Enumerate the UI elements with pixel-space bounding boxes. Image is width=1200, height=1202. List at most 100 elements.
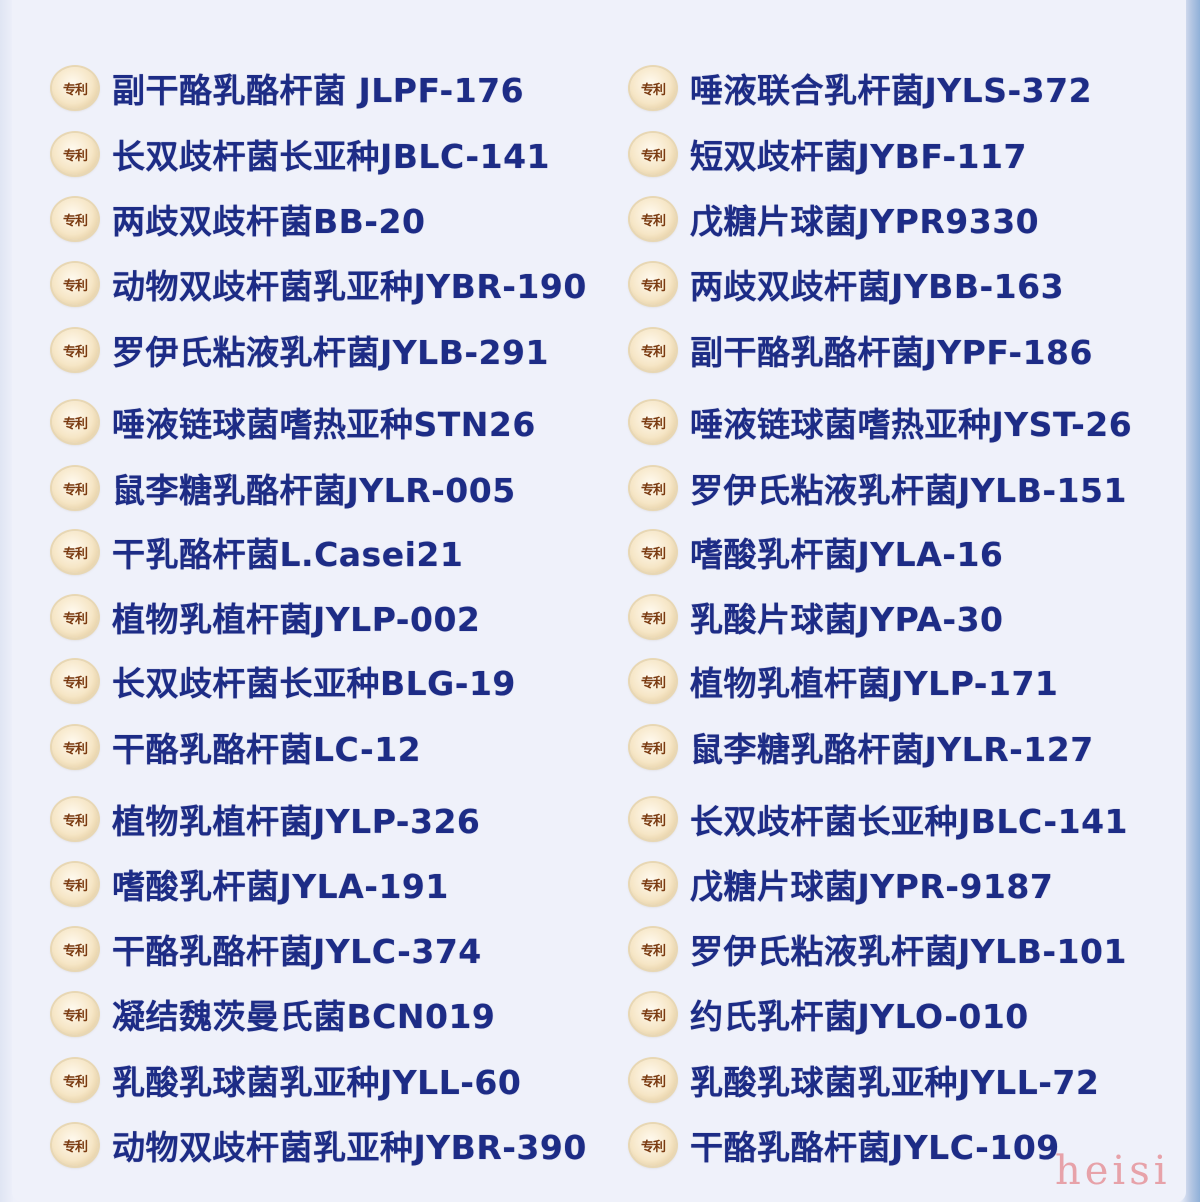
strain-name: 干酪乳酪杆菌JYLC-109 xyxy=(690,1128,1060,1167)
patent-badge-icon: 专利 xyxy=(628,131,678,177)
strain-name: 两歧双歧杆菌JYBB-163 xyxy=(690,267,1065,306)
right-strain-item: 专利 唾液链球菌嗜热亚种JYST-26 xyxy=(628,397,1132,447)
patent-badge-icon: 专利 xyxy=(628,861,678,907)
patent-badge-icon: 专利 xyxy=(50,1122,100,1168)
patent-badge-icon: 专利 xyxy=(50,658,100,704)
left-strain-item: 专利 干酪乳酪杆菌JYLC-374 xyxy=(50,924,482,974)
patent-badge-text: 专利 xyxy=(640,813,666,829)
strain-name: 植物乳植杆菌JYLP-002 xyxy=(112,600,481,639)
patent-badge-text: 专利 xyxy=(62,278,88,294)
strain-name: 戊糖片球菌JYPR-9187 xyxy=(690,867,1054,906)
patent-badge-icon: 专利 xyxy=(50,65,100,111)
patent-badge-text: 专利 xyxy=(640,611,666,627)
right-strain-item: 专利 鼠李糖乳酪杆菌JYLR-127 xyxy=(628,722,1094,772)
left-strain-item: 专利 植物乳植杆菌JYLP-326 xyxy=(50,794,480,844)
left-strain-item: 专利 植物乳植杆菌JYLP-002 xyxy=(50,592,480,642)
patent-badge-text: 专利 xyxy=(640,482,666,498)
patent-badge-text: 专利 xyxy=(640,878,666,894)
patent-badge-icon: 专利 xyxy=(50,594,100,640)
patent-badge-text: 专利 xyxy=(640,82,666,98)
patent-badge-text: 专利 xyxy=(640,344,666,360)
patent-badge-icon: 专利 xyxy=(628,327,678,373)
patent-badge-text: 专利 xyxy=(62,148,88,164)
left-strain-item: 专利 乳酸乳球菌乳亚种JYLL-60 xyxy=(50,1055,521,1105)
left-strain-item: 专利 干乳酪杆菌L.Casei21 xyxy=(50,527,463,577)
strain-name: 长双歧杆菌长亚种JBLC-141 xyxy=(112,137,551,176)
right-strain-item: 专利 嗜酸乳杆菌JYLA-16 xyxy=(628,527,1003,577)
strain-name: 干酪乳酪杆菌JYLC-374 xyxy=(112,932,482,971)
patent-badge-icon: 专利 xyxy=(628,465,678,511)
right-strain-item: 专利 长双歧杆菌长亚种JBLC-141 xyxy=(628,794,1128,844)
strain-name: 长双歧杆菌长亚种BLG-19 xyxy=(112,664,516,703)
patent-badge-text: 专利 xyxy=(62,482,88,498)
patent-badge-icon: 专利 xyxy=(628,196,678,242)
left-strain-item: 专利 罗伊氏粘液乳杆菌JYLB-291 xyxy=(50,325,549,375)
patent-badge-text: 专利 xyxy=(640,213,666,229)
strain-name: 植物乳植杆菌JYLP-171 xyxy=(690,664,1059,703)
left-strain-item: 专利 两歧双歧杆菌BB-20 xyxy=(50,194,425,244)
patent-badge-text: 专利 xyxy=(640,416,666,432)
patent-badge-text: 专利 xyxy=(640,1139,666,1155)
left-strain-item: 专利 唾液链球菌嗜热亚种STN26 xyxy=(50,397,536,447)
patent-badge-text: 专利 xyxy=(62,813,88,829)
left-strain-item: 专利 动物双歧杆菌乳亚种JYBR-190 xyxy=(50,259,587,309)
strain-name: 约氏乳杆菌JYLO-010 xyxy=(690,997,1029,1036)
right-strain-item: 专利 罗伊氏粘液乳杆菌JYLB-151 xyxy=(628,463,1127,513)
right-strain-item: 专利 戊糖片球菌JYPR9330 xyxy=(628,194,1039,244)
strain-name: 动物双歧杆菌乳亚种JYBR-390 xyxy=(112,1128,587,1167)
right-strain-item: 专利 短双歧杆菌JYBF-117 xyxy=(628,129,1027,179)
patent-badge-icon: 专利 xyxy=(628,724,678,770)
patent-badge-text: 专利 xyxy=(62,344,88,360)
patent-badge-icon: 专利 xyxy=(628,261,678,307)
left-strain-item: 专利 动物双歧杆菌乳亚种JYBR-390 xyxy=(50,1120,587,1170)
right-strain-item: 专利 罗伊氏粘液乳杆菌JYLB-101 xyxy=(628,924,1127,974)
patent-badge-text: 专利 xyxy=(62,611,88,627)
strain-name: 干酪乳酪杆菌LC-12 xyxy=(112,730,422,769)
patent-badge-text: 专利 xyxy=(62,1139,88,1155)
patent-badge-icon: 专利 xyxy=(50,796,100,842)
patent-badge-text: 专利 xyxy=(640,675,666,691)
patent-badge-icon: 专利 xyxy=(50,261,100,307)
patent-badge-text: 专利 xyxy=(62,82,88,98)
patent-badge-icon: 专利 xyxy=(50,529,100,575)
patent-badge-icon: 专利 xyxy=(50,465,100,511)
right-strain-item: 专利 植物乳植杆菌JYLP-171 xyxy=(628,656,1058,706)
patent-badge-icon: 专利 xyxy=(628,1122,678,1168)
right-strain-item: 专利 副干酪乳酪杆菌JYPF-186 xyxy=(628,325,1093,375)
strain-name: 嗜酸乳杆菌JYLA-16 xyxy=(690,535,1004,574)
strain-name: 副干酪乳酪杆菌 JLPF-176 xyxy=(112,71,525,110)
strain-name: 鼠李糖乳酪杆菌JYLR-127 xyxy=(690,730,1094,769)
patent-badge-text: 专利 xyxy=(62,213,88,229)
patent-badge-text: 专利 xyxy=(62,741,88,757)
left-strain-item: 专利 干酪乳酪杆菌LC-12 xyxy=(50,722,421,772)
patent-badge-text: 专利 xyxy=(640,943,666,959)
patent-badge-text: 专利 xyxy=(62,878,88,894)
patent-badge-icon: 专利 xyxy=(628,65,678,111)
patent-badge-icon: 专利 xyxy=(50,926,100,972)
strain-name: 长双歧杆菌长亚种JBLC-141 xyxy=(690,802,1129,841)
patent-badge-text: 专利 xyxy=(640,1074,666,1090)
right-strain-item: 专利 约氏乳杆菌JYLO-010 xyxy=(628,989,1029,1039)
strain-name: 植物乳植杆菌JYLP-326 xyxy=(112,802,481,841)
patent-badge-icon: 专利 xyxy=(50,1057,100,1103)
strain-name: 乳酸乳球菌乳亚种JYLL-72 xyxy=(690,1063,1100,1102)
left-strain-item: 专利 副干酪乳酪杆菌 JLPF-176 xyxy=(50,63,524,113)
strain-name: 鼠李糖乳酪杆菌JYLR-005 xyxy=(112,471,516,510)
right-strain-item: 专利 唾液联合乳杆菌JYLS-372 xyxy=(628,63,1092,113)
right-strain-item: 专利 干酪乳酪杆菌JYLC-109 xyxy=(628,1120,1060,1170)
patent-badge-icon: 专利 xyxy=(50,327,100,373)
left-strain-item: 专利 嗜酸乳杆菌JYLA-191 xyxy=(50,859,449,909)
left-strain-item: 专利 凝结魏茨曼氏菌BCN019 xyxy=(50,989,495,1039)
patent-badge-text: 专利 xyxy=(640,148,666,164)
left-strain-item: 专利 长双歧杆菌长亚种JBLC-141 xyxy=(50,129,550,179)
strain-name: 凝结魏茨曼氏菌BCN019 xyxy=(112,997,496,1036)
right-strain-item: 专利 乳酸片球菌JYPA-30 xyxy=(628,592,1004,642)
patent-badge-text: 专利 xyxy=(62,1074,88,1090)
patent-badge-icon: 专利 xyxy=(628,529,678,575)
patent-badge-icon: 专利 xyxy=(628,658,678,704)
right-strain-item: 专利 乳酸乳球菌乳亚种JYLL-72 xyxy=(628,1055,1099,1105)
patent-badge-text: 专利 xyxy=(62,1008,88,1024)
patent-strain-list-card xyxy=(12,0,1186,1202)
strain-name: 罗伊氏粘液乳杆菌JYLB-101 xyxy=(690,932,1127,971)
patent-badge-icon: 专利 xyxy=(50,196,100,242)
